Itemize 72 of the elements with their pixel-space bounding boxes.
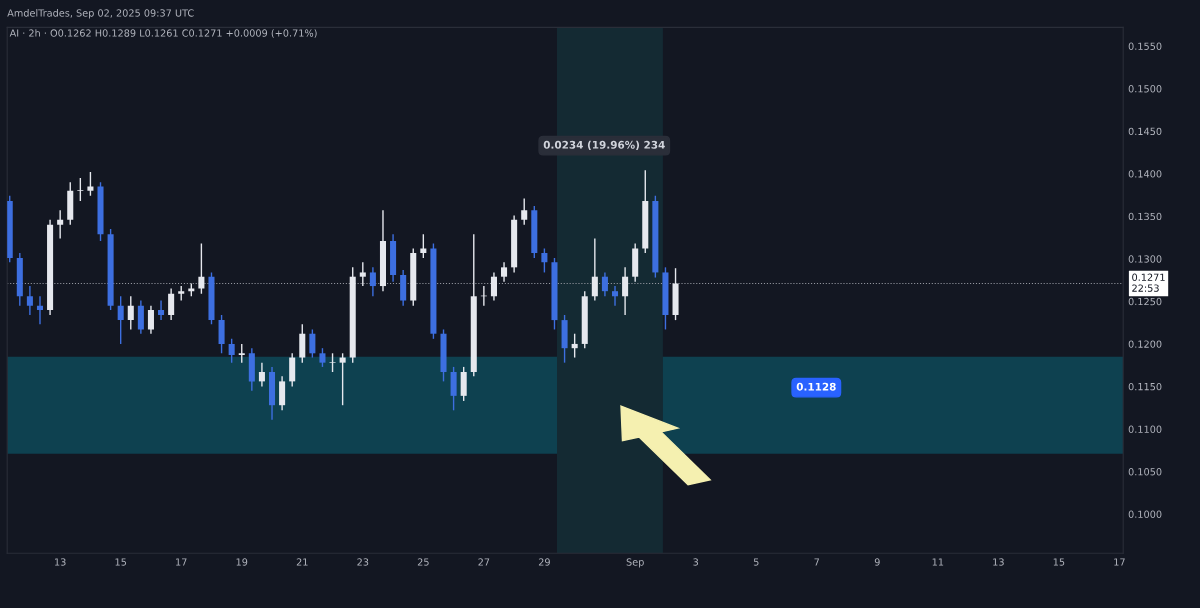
chart-title: AmdelTrades, Sep 02, 2025 09:37 UTC [7,9,194,19]
x-tick-label: 29 [538,558,550,566]
y-tick-label: 0.1450 [1128,127,1162,136]
candlestick [228,338,235,364]
candlestick [319,347,326,368]
candlestick [460,366,467,402]
candlestick [77,177,84,202]
x-tick-label: 7 [814,558,820,566]
candlestick [490,271,497,302]
annotation: 0.1128 [796,382,836,391]
x-tick-label: 15 [115,558,127,566]
candlestick [541,247,548,274]
candlestick [299,323,306,364]
y-tick-label: 0.1000 [1128,510,1162,518]
candlestick [158,299,165,321]
x-tick-label: 3 [693,558,699,566]
x-tick-label: 17 [176,558,187,566]
chart-subtitle: AI · 2h · O0.1262 H0.1289 L0.1261 C0.1271 +0.0009 (+0.71%) [9,29,317,38]
candlestick [218,314,225,354]
x-tick-label: 17 [1114,558,1125,566]
candlestick [450,366,457,412]
candlestick [26,285,33,316]
x-tick-label: 27 [478,558,490,566]
candlestick [369,266,376,297]
y-tick-label: 0.1100 [1128,425,1162,433]
y-tick-label: 0.1350 [1128,212,1162,221]
candlestick [117,295,124,345]
y-tick-label: 0.1150 [1128,382,1162,391]
candlestick [137,299,144,335]
candlestick [309,328,316,359]
y-tick-label: 0.1200 [1128,340,1162,348]
candlestick [127,295,134,331]
ref-line-label: 0.1271 22:53 [1132,273,1165,292]
candlestick [198,242,205,295]
x-tick-label: 11 [932,558,944,566]
candlestick [591,237,598,302]
candlestick [279,375,286,412]
candlestick [501,261,508,283]
x-tick-label: 9 [874,558,880,566]
candlestick [571,333,578,359]
candlestick [329,352,336,373]
y-tick-label: 0.1550 [1128,42,1162,50]
candlestick [359,261,366,287]
y-tick-label: 0.1400 [1128,170,1162,178]
x-tick-label: 25 [417,558,429,566]
x-tick-label: 13 [55,558,66,566]
candlestick [168,287,175,321]
candlestick [601,271,608,297]
x-tick-label: 5 [753,558,759,566]
candlestick [521,197,528,226]
candlestick [622,266,629,316]
x-tick-label: 21 [296,558,308,566]
candlestick [289,352,296,388]
candlestick [36,295,44,326]
candlestick [339,352,346,406]
x-tick-label: Sep [626,558,644,568]
y-tick-label: 0.1250 [1128,297,1162,306]
candlestick [87,171,94,197]
annotation: 0.0234 (19.96%) 234 [543,140,665,150]
y-tick-label: 0.1050 [1128,468,1162,476]
candlestick [147,304,154,335]
candlestick [57,209,64,240]
y-tick-label: 0.1300 [1128,255,1162,263]
x-tick-label: 13 [993,558,1004,566]
y-tick-label: 0.1500 [1128,85,1162,93]
candlestick [420,233,427,259]
x-tick-label: 23 [357,558,369,566]
candlestick [238,343,245,364]
candlestick [611,285,619,307]
candlestick [258,361,265,388]
x-tick-label: 15 [1053,558,1065,566]
x-tick-label: 19 [236,558,248,566]
